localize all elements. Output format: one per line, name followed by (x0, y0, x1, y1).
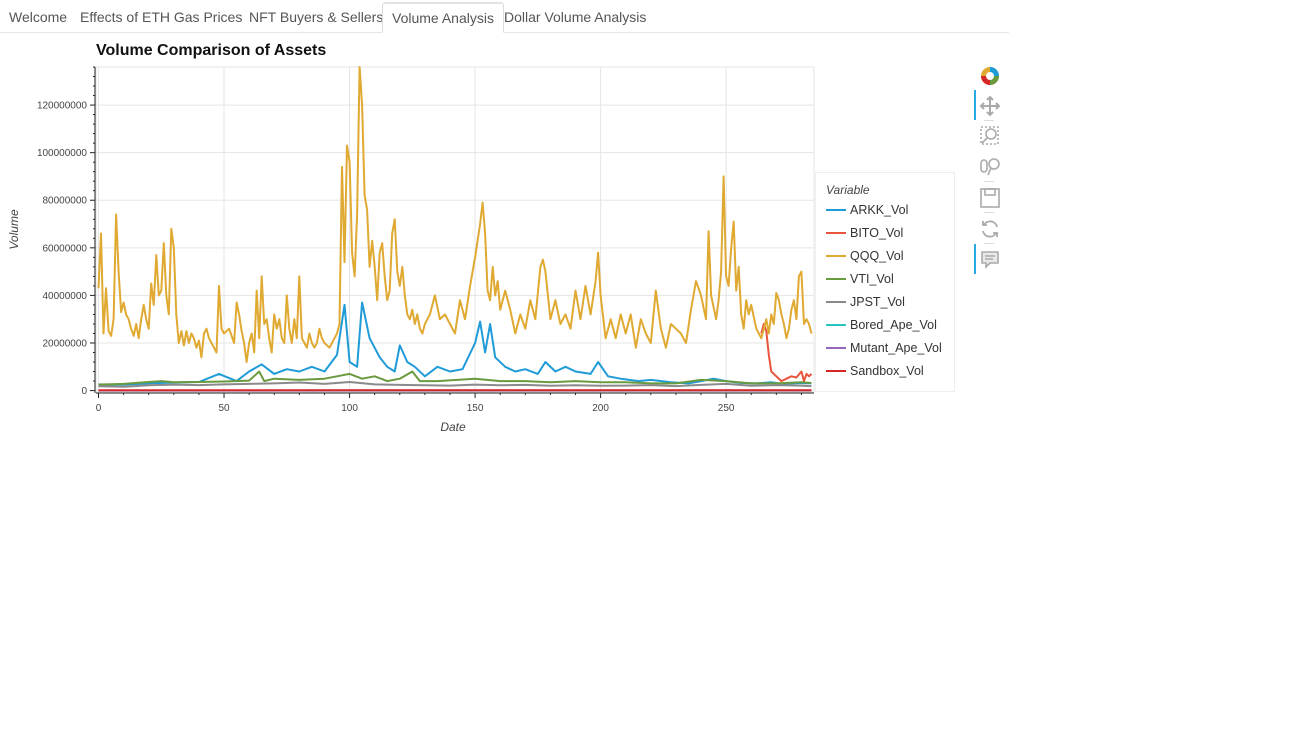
legend-item-qqq-vol[interactable]: QQQ_Vol (826, 249, 904, 265)
legend-label: BITO_Vol (850, 226, 904, 240)
reset-icon[interactable] (978, 217, 1002, 241)
y-tick-label: 0 (81, 386, 87, 397)
series-line-arkk-vol (98, 301, 812, 386)
legend-swatch (826, 300, 846, 303)
legend-item-bored-ape-vol[interactable]: Bored_Ape_Vol (826, 318, 937, 334)
plot-frame (95, 66, 815, 393)
legend-swatch (826, 369, 846, 372)
volume-line-chart[interactable]: 0 50 100 150 200 250 0 20000000 40000000 60000000… (0, 40, 820, 440)
tab-volume-analysis[interactable]: Volume Analysis (382, 2, 504, 33)
legend-item-bito-vol[interactable]: BITO_Vol (826, 226, 903, 242)
legend-item-sandbox-vol[interactable]: Sandbox_Vol (826, 364, 924, 380)
pan-icon[interactable] (974, 90, 1002, 120)
legend-swatch (826, 231, 846, 234)
x-tick-label: 150 (467, 403, 484, 414)
series-line-bito-vol (760, 323, 813, 383)
y-tick-label: 40000000 (43, 291, 88, 302)
legend-label: ARKK_Vol (850, 203, 909, 217)
y-tick-label: 20000000 (43, 338, 88, 349)
legend-item-vti-vol[interactable]: VTI_Vol (826, 272, 894, 288)
y-tick-label: 60000000 (43, 243, 88, 254)
legend-label: JPST_Vol (850, 295, 905, 309)
chart-legend: Variable ARKK_Vol BITO_Vol QQQ_Vol VTI_Vol J… (815, 172, 955, 392)
y-axis-label: Volume (7, 209, 21, 250)
legend-item-jpst-vol[interactable]: JPST_Vol (826, 295, 905, 311)
x-axis-label: Date (440, 420, 466, 434)
save-icon[interactable] (978, 186, 1002, 210)
hover-icon[interactable] (974, 244, 1002, 274)
legend-swatch (826, 254, 846, 257)
tab-effects-of-eth-gas-prices[interactable]: Effects of ETH Gas Prices (80, 9, 243, 25)
legend-swatch (826, 208, 846, 211)
legend-swatch (826, 346, 846, 349)
legend-label: VTI_Vol (850, 272, 894, 286)
legend-swatch (826, 277, 846, 280)
x-tick-label: 200 (592, 403, 609, 414)
x-tick-label: 0 (96, 403, 102, 414)
x-tick-label: 100 (341, 403, 358, 414)
legend-item-mutant-ape-vol[interactable]: Mutant_Ape_Vol (826, 341, 942, 357)
wheel-zoom-icon[interactable] (978, 155, 1002, 179)
legend-swatch (826, 323, 846, 326)
tab-bar: Welcome Effects of ETH Gas Prices NFT Bu… (0, 0, 1009, 33)
tab-dollar-volume-analysis[interactable]: Dollar Volume Analysis (504, 9, 647, 25)
box-zoom-icon[interactable] (978, 124, 1002, 148)
x-tick-label: 250 (718, 403, 735, 414)
tab-nft-buyers-sellers[interactable]: NFT Buyers & Sellers (249, 9, 384, 25)
legend-label: QQQ_Vol (850, 249, 904, 263)
series-line-jpst-vol (98, 381, 812, 388)
bokeh-logo-icon[interactable] (978, 64, 1002, 88)
tab-welcome[interactable]: Welcome (9, 9, 68, 25)
y-tick-label: 120000000 (37, 101, 87, 112)
y-tick-label: 80000000 (43, 196, 88, 207)
legend-label: Sandbox_Vol (850, 364, 924, 378)
legend-item-arkk-vol[interactable]: ARKK_Vol (826, 203, 908, 219)
series-line-qqq-vol (97, 66, 813, 363)
y-tick-label: 100000000 (37, 148, 87, 159)
legend-label: Bored_Ape_Vol (850, 318, 937, 332)
chart-title: Volume Comparison of Assets (96, 42, 327, 59)
legend-title: Variable (826, 183, 870, 197)
series-line-vti-vol (98, 370, 812, 386)
legend-label: Mutant_Ape_Vol (850, 341, 942, 355)
x-tick-label: 50 (218, 403, 230, 414)
